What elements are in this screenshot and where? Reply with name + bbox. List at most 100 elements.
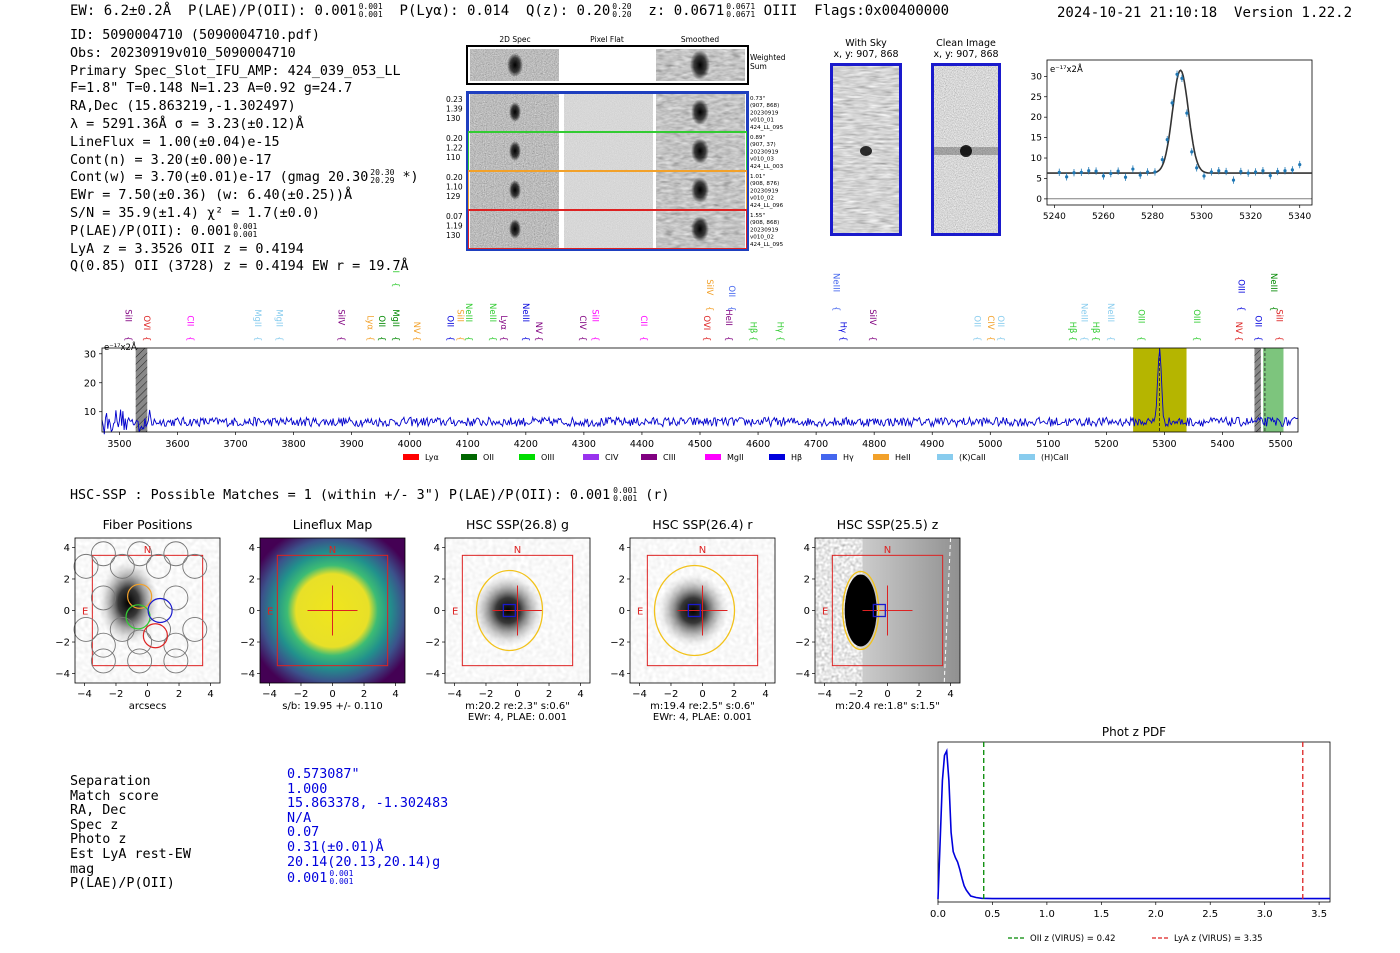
north-label: N <box>884 545 891 556</box>
spectrum-line-label: NeIII { <box>1268 273 1278 311</box>
hsc-header: HSC-SSP : Possible Matches = 1 (within +… <box>70 486 670 504</box>
spectrum-line-bracket: { <box>726 306 736 311</box>
east-label: E <box>822 607 828 618</box>
with-sky-title: With Sky x, y: 907, 868 <box>833 38 899 60</box>
north-label: N <box>514 545 521 556</box>
north-label: N <box>144 545 151 556</box>
panel-xtick-label: 0 <box>884 689 890 700</box>
spectrum-line-bracket: { <box>590 336 600 341</box>
panel-xtick-label: 2 <box>176 689 182 700</box>
col-title-2dspec: 2D Spec <box>499 35 530 44</box>
fiber-row-stat: 1.39 <box>446 105 463 114</box>
fiber-row-meta: 20230919 <box>750 188 779 194</box>
spectrum-line-name: SiIV <box>335 309 345 325</box>
panel-ytick-label: 2 <box>249 574 255 585</box>
spectrum-line-name: MgII <box>273 309 283 327</box>
panel-ytick-label: 4 <box>64 543 70 554</box>
fiber-circle <box>73 553 99 579</box>
photz-xtick-label: 0.0 <box>930 909 946 920</box>
zoom-data-point <box>1123 175 1128 179</box>
fiber-pixelflat <box>564 133 653 170</box>
panel-ytick-label: −4 <box>610 669 625 680</box>
spectrum-line-bracket: { <box>1268 306 1278 311</box>
weighted-label-2: Sum <box>750 62 767 71</box>
photz-curve <box>937 748 1330 900</box>
zoom-data-point <box>1087 169 1091 173</box>
spectrum-flux-line <box>101 349 1299 435</box>
panel-caption: m:19.4 re:2.5" s:0.6" <box>650 701 755 712</box>
spectrum-line-label: CIV { <box>985 315 995 341</box>
zoom-xtick-label: 5320 <box>1239 212 1262 222</box>
info-obs: Obs: 20230919v010_5090004710 <box>70 45 296 61</box>
info-plae: P(LAE)/P(OII): 0.001 0.001 0.001 <box>70 221 258 239</box>
panel-ytick-label: −2 <box>425 638 440 649</box>
spectrum-line-bracket: { <box>487 336 497 341</box>
spectrum-line-bracket: { <box>454 336 464 341</box>
zoom-data-point <box>1298 162 1302 167</box>
spectrum-line-name: OII <box>972 315 982 327</box>
panel-ytick-label: −4 <box>240 669 255 680</box>
fiber-circle <box>182 616 208 642</box>
photz-xtick-label: 0.5 <box>984 909 1000 920</box>
spectrum-line-label: Hβ { <box>1090 322 1100 342</box>
panel-title: HSC SSP(25.5) z <box>837 517 939 532</box>
photz-legend-oii: OII z (VIRUS) = 0.42 <box>1030 934 1116 944</box>
spectrum-line-name: MgII <box>390 270 400 273</box>
fiber-circle <box>90 541 116 567</box>
fiber-block-border <box>466 91 749 251</box>
fiber-row-meta: 0.73" <box>750 96 765 102</box>
panel-lineflux: Lineflux Map N E −4 −4 −2 −2 0 0 2 2 4 4 s/b: 19.95 +… <box>240 517 406 712</box>
spectrum-legend-label: CIV <box>605 453 619 462</box>
header-version: Version 1.22.2 <box>1234 5 1353 21</box>
spectrum-line-label: OVI { <box>141 315 151 341</box>
spectrum-xtick-label: 5400 <box>1210 439 1234 450</box>
spectrum-line-label: SiIV { <box>335 309 345 341</box>
spectrum-line-name: SiIV <box>704 279 714 295</box>
info-q: Q(0.85) OII (3728) z = 0.4194 EW r = 19.… <box>70 259 409 275</box>
fiber-circle <box>146 553 171 579</box>
panel-title: HSC SSP(26.4) r <box>652 517 753 532</box>
spectrum-line-label: OII { <box>445 315 455 341</box>
east-label: E <box>452 607 458 618</box>
fiber-smoothed-signal <box>691 138 709 164</box>
spectrum-legend-label: Hγ <box>843 453 854 462</box>
match-value-score: 1.000 <box>287 781 328 797</box>
spectrum-line-name: OII <box>995 315 1005 327</box>
fiber-circle <box>90 632 116 658</box>
match-label-radec: RA, Dec <box>70 803 127 819</box>
spectrum-line-name: CIV <box>985 315 995 329</box>
spectrum-line-bracket: { <box>985 336 995 341</box>
panel-xtick-label: −2 <box>479 689 494 700</box>
match-table-values: 0.573087" 1.000 15.863378, -1.302483 N/A… <box>287 767 448 887</box>
spectrum-line-bracket: { <box>273 336 283 341</box>
spectrum-line-name: Lyα <box>498 315 508 330</box>
spectrum-legend-swatch <box>461 454 477 460</box>
spectrum-line-bracket: { <box>335 336 345 341</box>
spectrum-line-name: SiIV <box>867 309 877 325</box>
panel-ytick-label: 4 <box>804 543 810 554</box>
panel-xtick-label: −4 <box>77 689 92 700</box>
spectrum-line-bracket: { <box>638 336 648 341</box>
spectrum-line-bracket: { <box>533 336 543 341</box>
zoom-data-point <box>1165 138 1169 142</box>
fiber-smoothed-signal <box>691 99 709 125</box>
aperture-box <box>91 554 204 667</box>
header-plya: P(Lyα): 0.014 <box>399 3 510 19</box>
fiber-row-meta: (908, 876) <box>750 181 779 187</box>
fiber-circle <box>146 616 171 642</box>
spectrum-legend-swatch <box>641 454 657 460</box>
info-lya: LyA z = 3.3526 OII z = 0.4194 <box>70 241 304 257</box>
panel-ytick-label: −4 <box>425 669 440 680</box>
zoom-data-point <box>1185 111 1189 115</box>
spectrum-legend-label: OII <box>483 453 494 462</box>
spectrum-line-label: NeIII { <box>520 303 530 341</box>
zoom-data-point <box>1224 169 1228 174</box>
spectrum-xtick-label: 4400 <box>630 439 654 450</box>
header-timestamp: 2024-10-21 21:10:18 <box>1057 5 1218 21</box>
east-label: E <box>267 607 273 618</box>
panel-r: HSC SSP(26.4) r N E −4 −4 −2 −2 0 0 2 2 4 4 m:19.4 re… <box>610 517 776 723</box>
panel-xtick-label: 0 <box>514 689 520 700</box>
fiber-row-stat: 129 <box>446 192 461 201</box>
